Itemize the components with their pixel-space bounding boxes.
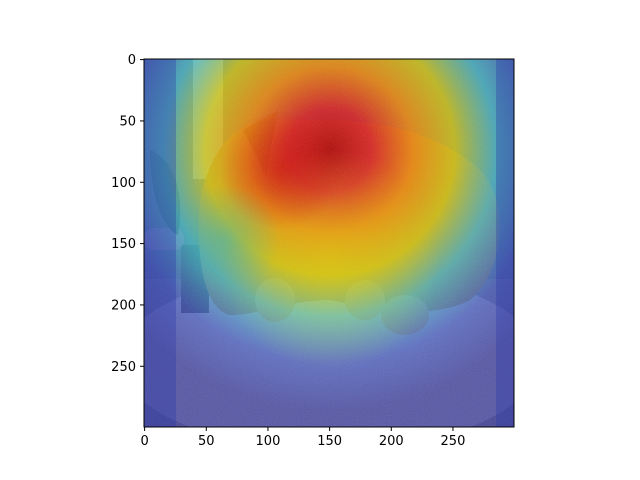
x-tick-label: 200 xyxy=(379,434,404,449)
y-tick-label: 100 xyxy=(111,176,136,191)
x-tick-label: 100 xyxy=(256,434,281,449)
x-tick-label: 0 xyxy=(140,434,148,449)
y-axis: 0 50 100 150 200 250 xyxy=(111,53,144,375)
photo-grain xyxy=(144,59,514,427)
x-axis: 0 50 100 150 200 250 xyxy=(140,427,465,449)
x-tick-label: 50 xyxy=(198,434,215,449)
y-tick-label: 50 xyxy=(119,114,136,129)
x-tick-label: 150 xyxy=(317,434,342,449)
plot-frame xyxy=(143,58,515,428)
x-tick-label: 250 xyxy=(441,434,466,449)
y-tick-label: 150 xyxy=(111,237,136,252)
heatmap-left-edge xyxy=(144,59,176,427)
y-tick-label: 0 xyxy=(128,53,136,68)
y-tick-label: 200 xyxy=(111,298,136,313)
plot-area xyxy=(144,59,514,427)
heatmap-right-edge xyxy=(496,59,514,427)
y-tick-label: 250 xyxy=(111,360,136,375)
